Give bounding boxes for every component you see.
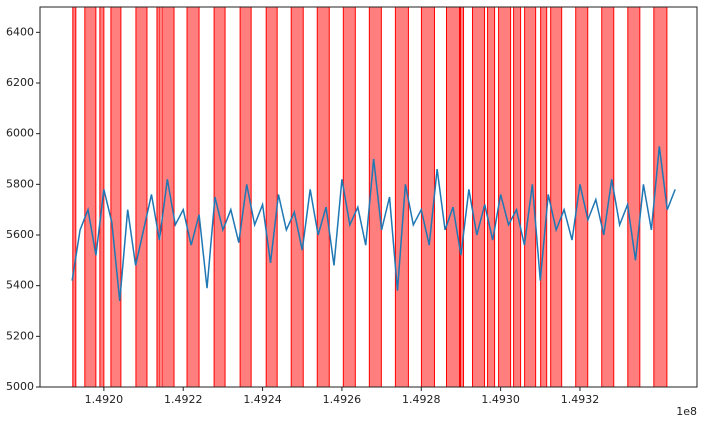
span — [445, 7, 461, 387]
span — [265, 7, 278, 387]
span — [368, 7, 382, 387]
span — [156, 7, 161, 387]
x-tick-label: 1.4930 — [481, 393, 520, 406]
x-tick-label: 1.4928 — [402, 393, 441, 406]
span — [99, 7, 105, 387]
span — [487, 7, 496, 387]
span — [513, 7, 522, 387]
axes-frame — [39, 6, 698, 388]
x-tick-label: 1.4932 — [561, 393, 600, 406]
y-tick-label: 5600 — [6, 228, 34, 241]
span — [627, 7, 641, 387]
span — [186, 7, 200, 387]
x-offset-label: 1e8 — [676, 405, 697, 418]
y-tick-label: 5000 — [6, 380, 34, 393]
x-tick-label: 1.4926 — [323, 393, 362, 406]
span — [550, 7, 563, 387]
y-tick-label: 5400 — [6, 279, 34, 292]
span — [213, 7, 226, 387]
span — [601, 7, 615, 387]
span — [460, 7, 465, 387]
x-tick-label: 1.4922 — [164, 393, 203, 406]
y-tick-label: 6000 — [6, 127, 34, 140]
span — [394, 7, 409, 387]
span — [316, 7, 330, 387]
span — [498, 7, 512, 387]
span — [72, 7, 77, 387]
y-tick-label: 6400 — [6, 25, 34, 38]
span — [290, 7, 304, 387]
span — [135, 7, 148, 387]
span — [342, 7, 356, 387]
x-tick-label: 1.4924 — [243, 393, 282, 406]
y-tick-label: 6200 — [6, 76, 34, 89]
y-tick-label: 5200 — [6, 329, 34, 342]
x-tick-label: 1.4920 — [85, 393, 124, 406]
span — [420, 7, 435, 387]
span — [110, 7, 122, 387]
span — [84, 7, 97, 387]
span — [161, 7, 175, 387]
y-tick-label: 5800 — [6, 177, 34, 190]
span — [472, 7, 486, 387]
span — [575, 7, 589, 387]
data-line — [71, 146, 676, 301]
span — [540, 7, 548, 387]
